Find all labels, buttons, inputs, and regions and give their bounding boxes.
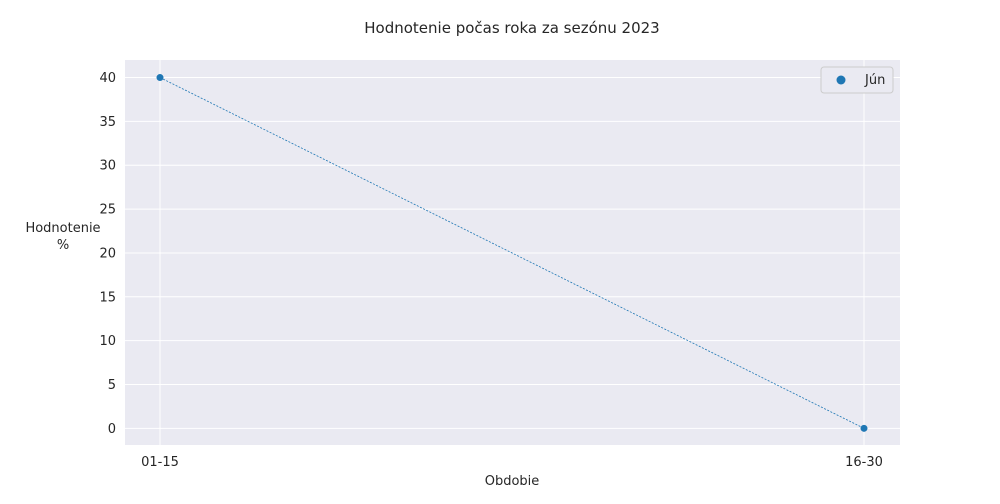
series-line xyxy=(159,77,865,429)
y-tick-label: 0 xyxy=(108,422,116,437)
y-tick-label: 5 xyxy=(108,378,116,393)
x-axis-label: Obdobie xyxy=(485,474,540,489)
x-axis-ticks: 01-15 16-30 xyxy=(141,455,883,470)
data-point xyxy=(156,74,164,82)
chart-title: Hodnotenie počas roka za sezónu 2023 xyxy=(364,19,659,37)
y-tick-label: 20 xyxy=(99,246,116,261)
x-tick-label: 16-30 xyxy=(845,455,883,470)
data-point xyxy=(860,424,868,432)
series-layer xyxy=(156,74,868,432)
grid xyxy=(125,60,900,445)
legend-box xyxy=(820,66,894,94)
x-tick-label: 01-15 xyxy=(141,455,179,470)
y-tick-label: 35 xyxy=(99,115,116,130)
legend: Jún xyxy=(820,66,894,94)
y-tick-label: 40 xyxy=(99,71,116,86)
y-tick-label: 10 xyxy=(99,334,116,349)
y-axis-label-unit: % xyxy=(57,238,69,253)
y-axis-label: Hodnotenie xyxy=(25,221,100,236)
y-tick-label: 25 xyxy=(99,203,116,218)
y-tick-label: 15 xyxy=(99,290,116,305)
legend-marker xyxy=(836,75,846,85)
y-axis-ticks: 0 5 10 15 20 25 30 35 40 xyxy=(99,71,116,437)
legend-label: Jún xyxy=(864,73,885,88)
y-tick-label: 30 xyxy=(99,159,116,174)
